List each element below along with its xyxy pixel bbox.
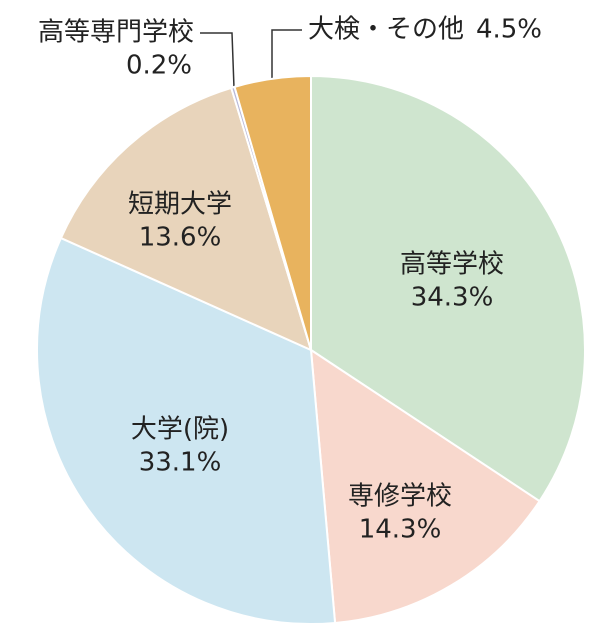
slice-label: 大検・その他: [308, 15, 464, 45]
leader-line: [200, 32, 235, 89]
slice-value-label: 34.3%: [411, 283, 494, 313]
slice-value-label: 4.5%: [476, 15, 542, 45]
pie-slice: [233, 74, 312, 351]
slice-label: 高等学校: [400, 250, 504, 280]
slice-value-label: 14.3%: [359, 515, 442, 545]
slice-label: 短期大学: [128, 190, 232, 220]
pie-slice: [309, 348, 541, 625]
slice-label: 高等専門学校: [38, 18, 194, 48]
pie-slice: [59, 86, 313, 352]
slice-value-label: 33.1%: [139, 448, 222, 478]
slice-label: 専修学校: [348, 482, 452, 512]
slice-value-label: 13.6%: [139, 223, 222, 253]
slice-label: 大学(院): [131, 415, 229, 445]
leader-line: [271, 29, 302, 82]
slice-value-label: 0.2%: [126, 51, 192, 81]
pie-slice: [36, 236, 337, 625]
